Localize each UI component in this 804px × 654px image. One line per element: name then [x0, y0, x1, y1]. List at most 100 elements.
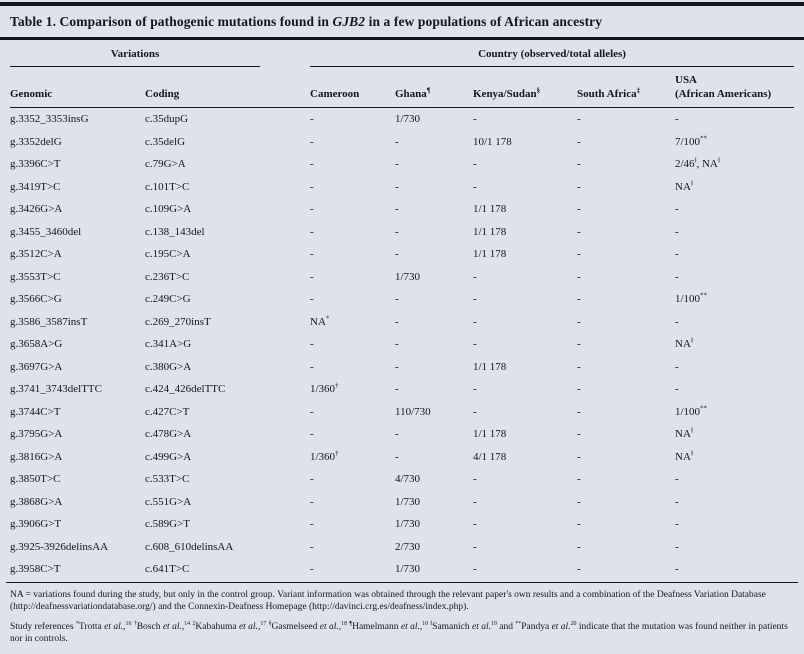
table-cell: 1/730	[395, 495, 421, 508]
table-cell: -	[473, 383, 477, 395]
table-cell: -	[577, 158, 581, 170]
table-cell: -	[473, 540, 477, 553]
table-cell: 1/1 178	[473, 203, 507, 215]
table-cell: -	[473, 270, 477, 283]
table-cell: -	[577, 135, 581, 148]
table-row: g.3906G>T c.589G>T - 1/730 - - -	[10, 513, 794, 536]
table-cell: -	[395, 428, 399, 440]
table-cell: 1/730	[395, 518, 421, 530]
table-cell: -	[310, 113, 314, 125]
table-cell: g.3925-3926delinsAA	[10, 540, 109, 553]
table-cell: c.109G>A	[145, 203, 192, 215]
footer-rule	[6, 581, 798, 583]
table-cell: g.3744C>T	[10, 405, 61, 418]
table-cell: -	[577, 563, 581, 575]
column-header-row: Genomic Coding Cameroon Ghana¶ Kenya/Sudan§ S…	[10, 67, 795, 108]
table-cell: g.3741_3743delTTC	[10, 383, 102, 395]
table-cell: g.3419T>C	[10, 180, 61, 193]
table-cell: -	[310, 338, 314, 350]
table-cell: c.101T>C	[145, 180, 190, 193]
table-cell: g.3352delG	[10, 135, 62, 148]
table-row: g.3352_3353insG c.35dupG - 1/730 - - -	[10, 108, 794, 131]
table-cell: -	[395, 383, 399, 395]
table-cell: -	[310, 248, 314, 260]
table-cell: 1/730	[395, 113, 421, 125]
title-rule	[0, 37, 804, 40]
table-cell: -	[395, 450, 399, 463]
table-cell: -	[577, 450, 581, 463]
table-cell: -	[310, 135, 314, 148]
table-cell: -	[395, 158, 399, 170]
table-cell: -	[577, 360, 581, 373]
table-cell: -	[473, 495, 477, 508]
table-cell: NA‖	[675, 337, 693, 350]
table-cell: c.641T>C	[145, 563, 190, 575]
column-header-3: Ghana¶	[395, 67, 473, 108]
table-cell: -	[473, 158, 477, 170]
table-cell: g.3455_3460del	[10, 225, 82, 238]
table-cell: -	[310, 360, 314, 373]
table-cell: -	[675, 113, 679, 125]
table-cell: -	[473, 563, 477, 575]
table-cell: -	[577, 293, 581, 305]
table-cell: -	[675, 518, 679, 530]
table-cell: -	[675, 225, 679, 238]
table-cell: -	[675, 315, 679, 328]
table-cell: c.249C>G	[145, 293, 191, 305]
table-cell: -	[577, 473, 581, 485]
group-header-row: Variations Country (observed/total allele…	[10, 40, 795, 67]
table-cell: -	[577, 113, 581, 125]
table-cell: c.79G>A	[145, 158, 186, 170]
table-cell: -	[675, 495, 679, 508]
table-cell: -	[675, 540, 679, 553]
footnote-study-references: Study references *Trotta et al.,16 †Bosc…	[10, 620, 788, 644]
table-cell: -	[675, 473, 679, 485]
table-row: g.3868G>A c.551G>A - 1/730 - - -	[10, 491, 794, 514]
table-cell: -	[473, 473, 477, 485]
table-cell: c.533T>C	[145, 473, 190, 485]
table-row: g.3419T>C c.101T>C - - - - NA‖	[10, 176, 794, 199]
table-cell: 1/360†	[310, 449, 339, 463]
table-cell: c.608_610delinsAA	[145, 540, 234, 553]
table-cell: g.3396C>T	[10, 158, 61, 170]
table-row: g.3925-3926delinsAA c.608_610delinsAA - 2/7…	[10, 536, 794, 559]
table-cell: -	[577, 270, 581, 283]
table-cell: -	[577, 540, 581, 553]
table-cell: g.3352_3353insG	[10, 113, 89, 125]
table-cell: c.35dupG	[145, 113, 189, 125]
table-cell: 1/360†	[310, 382, 339, 395]
table-cell: g.3795G>A	[10, 428, 63, 440]
table-row: g.3958C>T c.641T>C - 1/730 - - -	[10, 558, 794, 581]
table-cell: 1/1 178	[473, 360, 507, 373]
table-row: g.3850T>C c.533T>C - 4/730 - - -	[10, 468, 794, 491]
table-cell: -	[310, 428, 314, 440]
table-row: g.3586_3587insT c.269_270insT NA* - - - -	[10, 311, 794, 334]
table-cell: 10/1 178	[473, 135, 512, 148]
table-row: g.3744C>T c.427C>T - 110/730 - - 1/100**	[10, 401, 794, 424]
table-cell: -	[473, 405, 477, 418]
table-cell: -	[310, 180, 314, 193]
table-cell: c.589G>T	[145, 518, 190, 530]
column-header-6: USA (African Americans)	[675, 67, 795, 108]
table-cell: -	[473, 315, 477, 328]
table-cell: g.3816G>A	[10, 450, 63, 463]
table-cell: -	[577, 383, 581, 395]
table-cell: g.3512C>A	[10, 248, 62, 260]
table-row: g.3566C>G c.249C>G - - - - 1/100**	[10, 288, 794, 311]
table-cell: g.3850T>C	[10, 473, 61, 485]
table-cell: -	[473, 518, 477, 530]
mutations-table: Variations Country (observed/total allele…	[10, 40, 795, 581]
footnotes: NA = variations found during the study, …	[0, 583, 804, 645]
table-cell: -	[473, 113, 477, 125]
top-rule	[0, 2, 804, 6]
table-row: g.3352delG c.35delG - - 10/1 178 - 7/100**	[10, 131, 794, 154]
table-cell: -	[675, 563, 679, 575]
table-row: g.3658A>G c.341A>G - - - - NA‖	[10, 333, 794, 356]
table-cell: -	[395, 180, 399, 193]
column-header-4: Kenya/Sudan§	[473, 67, 577, 108]
table-cell: 1/1 178	[473, 225, 507, 238]
table-cell: -	[310, 405, 314, 418]
table-cell: -	[675, 203, 679, 215]
table-cell: -	[310, 473, 314, 485]
table-cell: 1/730	[395, 270, 421, 283]
